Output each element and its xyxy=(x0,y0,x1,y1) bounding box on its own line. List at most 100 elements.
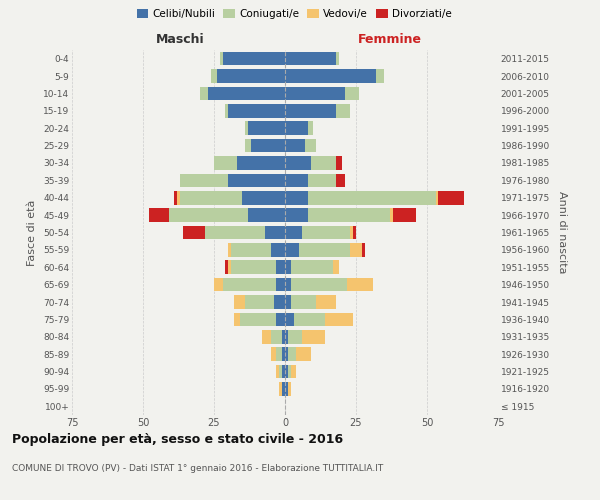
Bar xyxy=(237,156,285,170)
Bar xyxy=(226,260,228,274)
Y-axis label: Fasce di età: Fasce di età xyxy=(28,200,37,266)
Bar xyxy=(296,348,311,361)
Bar xyxy=(231,260,277,274)
Bar xyxy=(290,278,347,291)
Y-axis label: Anni di nascita: Anni di nascita xyxy=(557,191,567,274)
Bar xyxy=(285,330,288,344)
Bar xyxy=(290,295,316,309)
Bar xyxy=(285,348,288,361)
Bar xyxy=(265,226,285,239)
Bar xyxy=(288,365,290,378)
Bar xyxy=(285,382,288,396)
Bar xyxy=(285,156,311,170)
Bar xyxy=(285,278,290,291)
Text: Maschi: Maschi xyxy=(155,34,204,46)
Bar xyxy=(350,226,353,239)
Bar xyxy=(293,312,325,326)
Bar xyxy=(288,348,296,361)
Bar xyxy=(347,278,373,291)
Bar xyxy=(288,330,302,344)
Bar xyxy=(280,365,282,378)
Bar xyxy=(208,86,285,100)
Bar xyxy=(439,191,464,204)
Bar xyxy=(277,365,280,378)
Bar xyxy=(285,295,290,309)
Bar xyxy=(245,122,248,135)
Legend: Celibi/Nubili, Coniugati/e, Vedovi/e, Divorziati/e: Celibi/Nubili, Coniugati/e, Vedovi/e, Di… xyxy=(133,5,455,24)
Bar xyxy=(290,260,333,274)
Bar xyxy=(288,382,290,396)
Bar xyxy=(302,226,350,239)
Bar xyxy=(282,330,285,344)
Bar xyxy=(214,156,237,170)
Bar xyxy=(220,52,223,66)
Bar xyxy=(180,191,242,204)
Bar xyxy=(169,208,248,222)
Bar xyxy=(308,174,336,187)
Bar xyxy=(234,295,245,309)
Bar xyxy=(277,278,285,291)
Bar xyxy=(251,139,285,152)
Bar xyxy=(242,191,285,204)
Bar xyxy=(290,365,296,378)
Text: COMUNE DI TROVO (PV) - Dati ISTAT 1° gennaio 2016 - Elaborazione TUTTITALIA.IT: COMUNE DI TROVO (PV) - Dati ISTAT 1° gen… xyxy=(12,464,383,473)
Bar xyxy=(262,330,271,344)
Bar xyxy=(308,191,436,204)
Bar xyxy=(325,312,353,326)
Bar xyxy=(336,104,350,118)
Bar xyxy=(393,208,416,222)
Bar xyxy=(336,156,342,170)
Bar xyxy=(285,365,288,378)
Bar xyxy=(299,243,350,256)
Bar xyxy=(282,382,285,396)
Bar xyxy=(333,260,339,274)
Bar xyxy=(285,243,299,256)
Bar xyxy=(316,295,336,309)
Bar xyxy=(245,295,274,309)
Bar xyxy=(277,260,285,274)
Bar xyxy=(285,174,308,187)
Bar xyxy=(353,226,356,239)
Bar xyxy=(285,86,344,100)
Bar xyxy=(177,191,180,204)
Bar xyxy=(285,208,308,222)
Bar xyxy=(245,139,251,152)
Bar xyxy=(285,104,336,118)
Bar xyxy=(376,70,385,83)
Bar xyxy=(282,365,285,378)
Bar xyxy=(285,191,308,204)
Bar xyxy=(277,312,285,326)
Bar xyxy=(228,243,231,256)
Bar xyxy=(285,260,290,274)
Bar xyxy=(214,278,223,291)
Bar xyxy=(311,156,336,170)
Bar xyxy=(336,52,339,66)
Bar xyxy=(285,70,376,83)
Bar xyxy=(217,70,285,83)
Bar xyxy=(226,104,228,118)
Bar xyxy=(211,70,217,83)
Bar xyxy=(200,86,208,100)
Bar xyxy=(271,348,277,361)
Bar xyxy=(305,139,316,152)
Bar xyxy=(223,278,277,291)
Bar xyxy=(280,382,282,396)
Bar xyxy=(362,243,365,256)
Bar xyxy=(205,226,265,239)
Bar xyxy=(344,86,359,100)
Bar xyxy=(350,243,362,256)
Bar xyxy=(248,122,285,135)
Bar xyxy=(183,226,205,239)
Bar xyxy=(336,174,344,187)
Bar xyxy=(174,191,177,204)
Bar xyxy=(149,208,169,222)
Bar xyxy=(274,295,285,309)
Bar xyxy=(285,52,336,66)
Bar xyxy=(223,52,285,66)
Bar xyxy=(228,260,231,274)
Bar xyxy=(285,226,302,239)
Bar xyxy=(436,191,439,204)
Bar xyxy=(234,312,239,326)
Bar xyxy=(308,122,313,135)
Text: Femmine: Femmine xyxy=(358,34,422,46)
